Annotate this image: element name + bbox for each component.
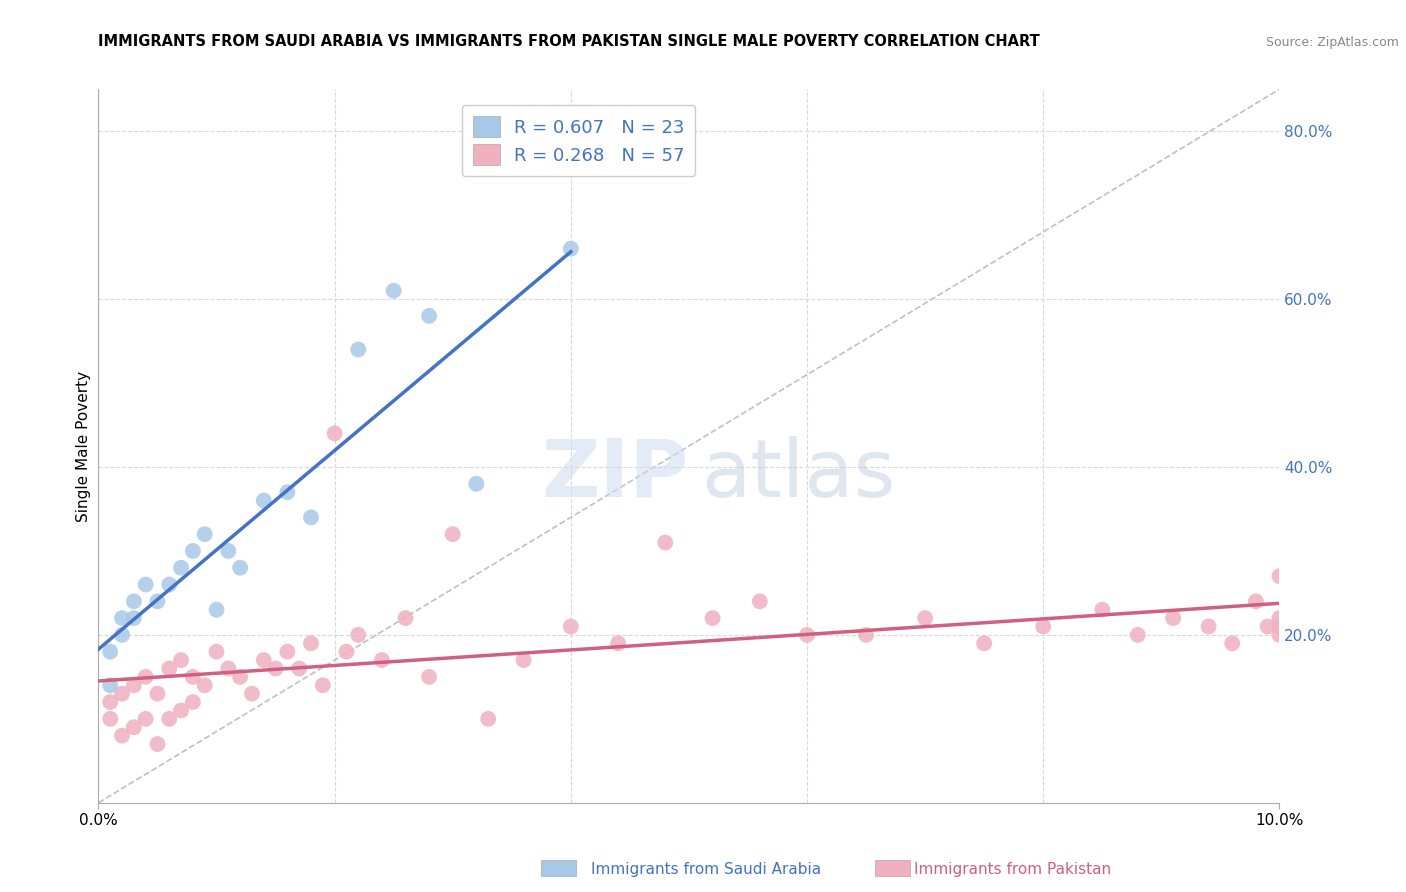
Text: Immigrants from Saudi Arabia: Immigrants from Saudi Arabia — [591, 863, 821, 877]
Point — [1126, 628, 1149, 642]
Point — [240, 687, 263, 701]
Point — [135, 577, 157, 591]
Point — [441, 527, 464, 541]
Point — [1198, 619, 1220, 633]
Point — [253, 653, 276, 667]
Point — [1161, 611, 1184, 625]
Point — [276, 485, 298, 500]
Text: IMMIGRANTS FROM SAUDI ARABIA VS IMMIGRANTS FROM PAKISTAN SINGLE MALE POVERTY COR: IMMIGRANTS FROM SAUDI ARABIA VS IMMIGRAN… — [98, 34, 1040, 49]
Point — [1257, 619, 1279, 633]
Point — [157, 577, 180, 591]
Point — [299, 510, 322, 524]
Point — [1268, 611, 1291, 625]
Point — [98, 678, 121, 692]
Point — [135, 712, 157, 726]
Point — [122, 611, 145, 625]
Point — [181, 695, 204, 709]
Point — [98, 645, 121, 659]
Point — [1268, 628, 1291, 642]
Point — [146, 687, 169, 701]
FancyBboxPatch shape — [875, 860, 910, 876]
Point — [335, 645, 357, 659]
Point — [111, 611, 134, 625]
Text: atlas: atlas — [700, 435, 896, 514]
Point — [371, 653, 394, 667]
Legend: R = 0.607   N = 23, R = 0.268   N = 57: R = 0.607 N = 23, R = 0.268 N = 57 — [461, 105, 696, 176]
Point — [122, 720, 145, 734]
Point — [122, 678, 145, 692]
Text: Immigrants from Pakistan: Immigrants from Pakistan — [914, 863, 1111, 877]
Point — [512, 653, 534, 667]
Point — [217, 544, 239, 558]
Point — [264, 661, 287, 675]
Point — [418, 670, 440, 684]
Point — [146, 594, 169, 608]
Point — [299, 636, 322, 650]
Point — [288, 661, 311, 675]
Y-axis label: Single Male Poverty: Single Male Poverty — [76, 370, 91, 522]
Point — [394, 611, 416, 625]
Point — [347, 628, 370, 642]
Text: ZIP: ZIP — [541, 435, 689, 514]
Point — [654, 535, 676, 549]
Text: Source: ZipAtlas.com: Source: ZipAtlas.com — [1265, 36, 1399, 49]
Point — [194, 678, 217, 692]
Point — [1220, 636, 1243, 650]
Point — [1244, 594, 1267, 608]
Point — [855, 628, 877, 642]
Point — [146, 737, 169, 751]
Point — [98, 712, 121, 726]
Point — [205, 645, 228, 659]
Point — [607, 636, 630, 650]
Point — [748, 594, 770, 608]
Point — [122, 594, 145, 608]
Point — [229, 560, 252, 574]
Point — [796, 628, 818, 642]
Point — [418, 309, 440, 323]
Point — [253, 493, 276, 508]
Point — [205, 603, 228, 617]
Point — [347, 343, 370, 357]
Point — [229, 670, 252, 684]
Point — [465, 476, 488, 491]
FancyBboxPatch shape — [541, 860, 576, 876]
Point — [1091, 603, 1114, 617]
Point — [1268, 569, 1291, 583]
Point — [157, 712, 180, 726]
Point — [157, 661, 180, 675]
Point — [1268, 619, 1291, 633]
Point — [560, 242, 582, 256]
Point — [135, 670, 157, 684]
Point — [181, 670, 204, 684]
Point — [111, 628, 134, 642]
Point — [170, 653, 193, 667]
Point — [702, 611, 724, 625]
Point — [111, 687, 134, 701]
Point — [111, 729, 134, 743]
Point — [1032, 619, 1054, 633]
Point — [194, 527, 217, 541]
Point — [276, 645, 298, 659]
Point — [170, 703, 193, 717]
Point — [323, 426, 346, 441]
Point — [217, 661, 239, 675]
Point — [914, 611, 936, 625]
Point — [98, 695, 121, 709]
Point — [973, 636, 995, 650]
Point — [312, 678, 335, 692]
Point — [170, 560, 193, 574]
Point — [382, 284, 405, 298]
Point — [477, 712, 499, 726]
Point — [181, 544, 204, 558]
Point — [560, 619, 582, 633]
